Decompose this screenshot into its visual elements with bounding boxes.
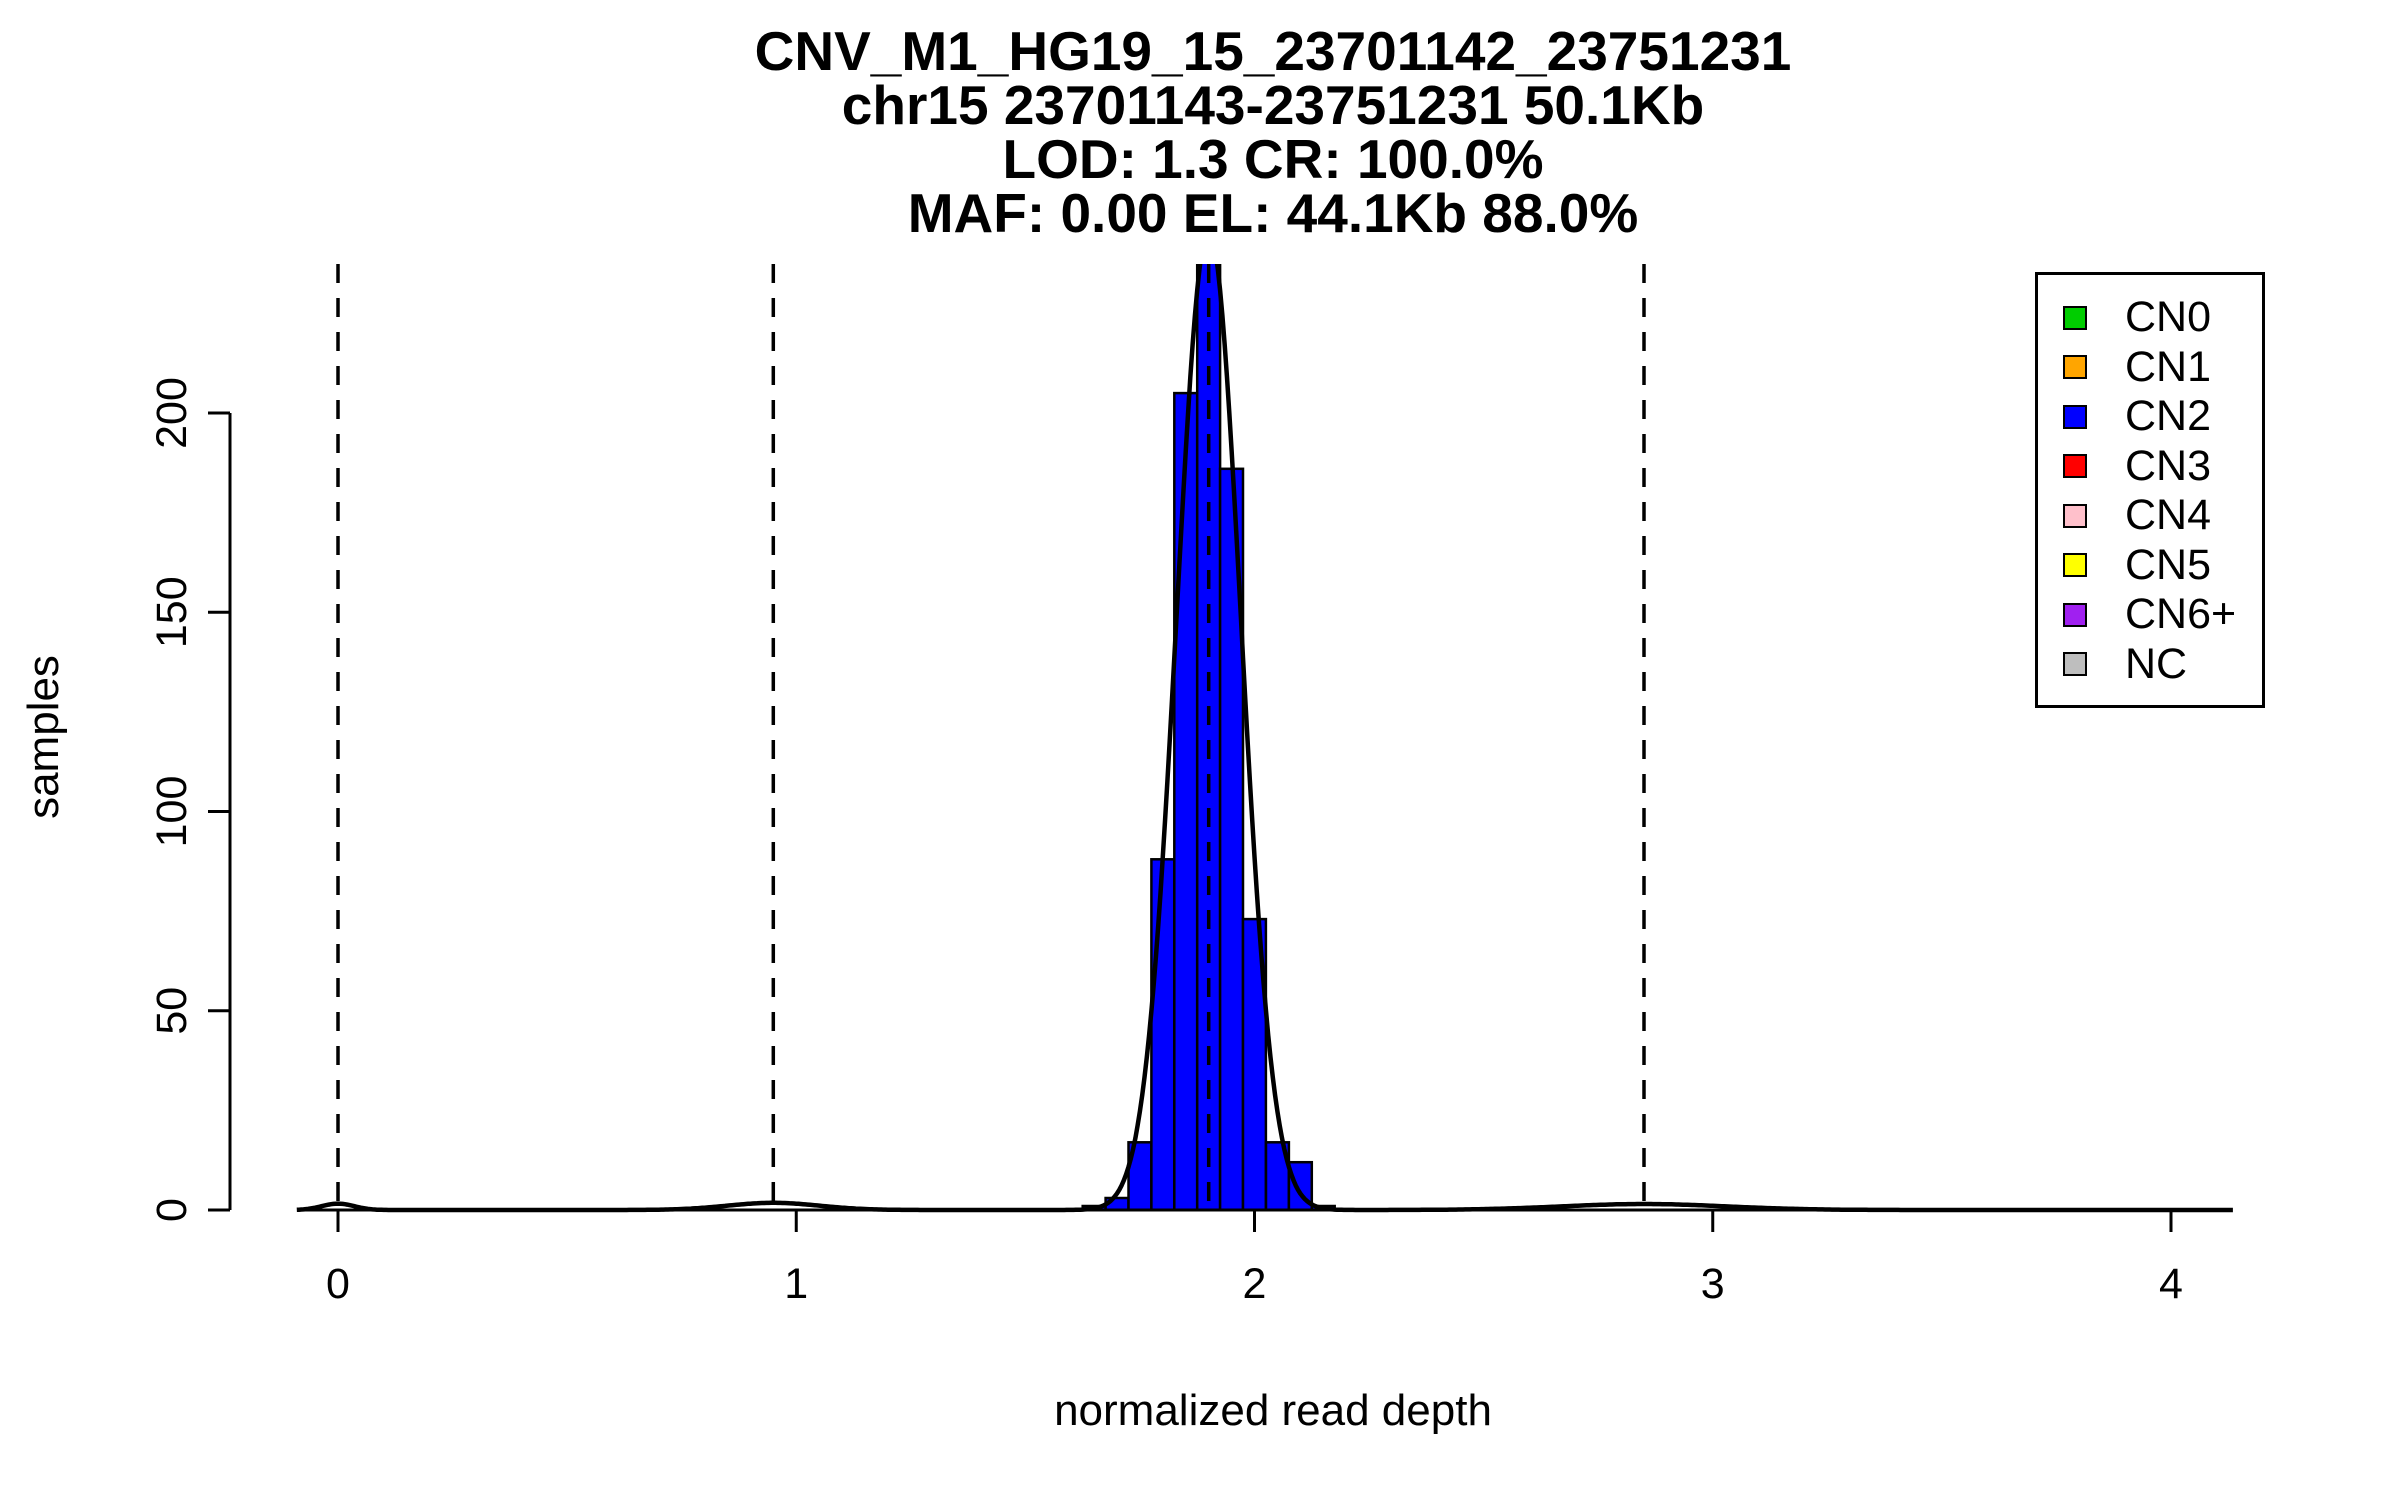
axes: 0 1 2 3 4 0 50 100 150 200 xyxy=(148,377,2232,1308)
legend-item-cn4: CN4 xyxy=(2038,491,2262,541)
histogram-bar xyxy=(1150,858,1176,1212)
x-axis-label: normalized read depth xyxy=(1054,1386,1492,1435)
legend-swatch xyxy=(2063,553,2087,578)
legend-label: CN1 xyxy=(2125,342,2212,391)
x-tick-label: 4 xyxy=(2159,1260,2183,1308)
legend: CN0 CN1 CN2 CN3 CN4 CN5 CN6+ NC xyxy=(2035,272,2265,708)
legend-label: CN0 xyxy=(2125,293,2212,342)
histogram-bar xyxy=(1195,264,1222,1212)
legend-swatch xyxy=(2063,305,2087,330)
plot-title-line-1: CNV_M1_HG19_15_23701142_23751231 xyxy=(755,20,1792,82)
y-tick-label: 200 xyxy=(148,377,196,449)
y-tick-label: 50 xyxy=(148,987,196,1035)
x-tick-label: 1 xyxy=(784,1260,808,1308)
y-tick-label: 100 xyxy=(148,776,196,848)
legend-swatch xyxy=(2063,355,2087,380)
legend-item-cn5: CN5 xyxy=(2038,541,2262,591)
legend-item-cn3: CN3 xyxy=(2038,442,2262,492)
plot-title-line-3: LOD: 1.3 CR: 100.0% xyxy=(1002,128,1543,190)
legend-label: CN5 xyxy=(2125,540,2212,589)
x-tick-label: 2 xyxy=(1243,1260,1267,1308)
legend-swatch xyxy=(2063,454,2087,479)
plot-title-line-4: MAF: 0.00 EL: 44.1Kb 88.0% xyxy=(908,182,1639,244)
legend-item-nc: NC xyxy=(2038,640,2262,690)
legend-swatch xyxy=(2063,652,2087,677)
legend-item-cn6plus: CN6+ xyxy=(2038,590,2262,640)
histogram-bar xyxy=(1173,391,1199,1212)
legend-swatch xyxy=(2063,503,2087,528)
plot-title-line-2: chr15 23701143-23751231 50.1Kb xyxy=(842,74,1704,136)
legend-label: CN3 xyxy=(2125,441,2212,490)
legend-item-cn0: CN0 xyxy=(2038,293,2262,343)
legend-swatch xyxy=(2063,404,2087,429)
legend-swatch xyxy=(2063,602,2087,627)
histogram-bars xyxy=(1081,264,1336,1212)
legend-label: CN6+ xyxy=(2125,590,2237,639)
y-tick-label: 150 xyxy=(148,576,196,648)
legend-item-cn1: CN1 xyxy=(2038,343,2262,393)
x-tick-label: 0 xyxy=(326,1260,350,1308)
legend-label: NC xyxy=(2125,639,2188,688)
y-tick-label: 0 xyxy=(148,1198,196,1222)
legend-label: CN4 xyxy=(2125,491,2212,540)
y-axis-label: samples xyxy=(19,655,68,819)
x-tick-label: 3 xyxy=(1701,1260,1725,1308)
legend-item-cn2: CN2 xyxy=(2038,392,2262,442)
expected-copy-number-guides xyxy=(336,264,1646,1210)
legend-label: CN2 xyxy=(2125,392,2212,441)
